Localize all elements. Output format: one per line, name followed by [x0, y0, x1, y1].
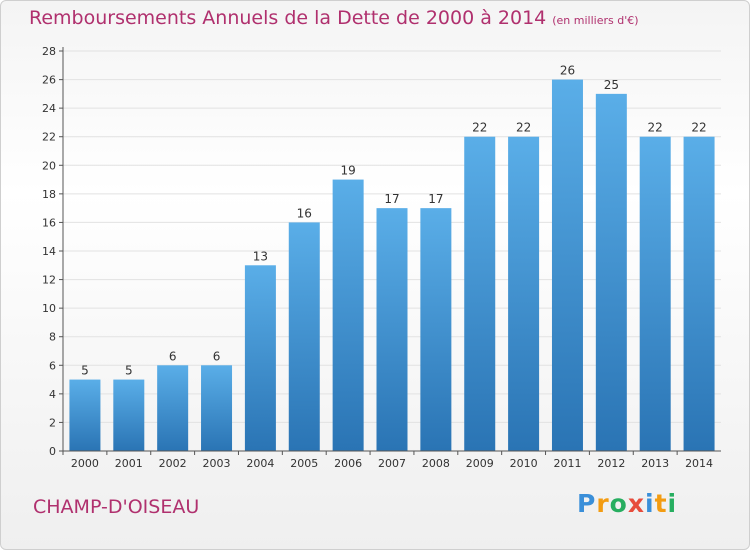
value-label: 26: [560, 64, 575, 78]
value-label: 17: [384, 192, 399, 206]
bar: [376, 208, 408, 451]
y-tick-label: 8: [49, 331, 56, 344]
x-tick-label: 2012: [597, 457, 625, 470]
bar: [157, 365, 189, 451]
y-tick-label: 24: [42, 102, 56, 115]
y-tick-label: 6: [49, 359, 56, 372]
y-tick-label: 16: [42, 216, 56, 229]
bar: [113, 379, 145, 451]
x-tick-label: 2014: [685, 457, 713, 470]
x-tick-label: 2004: [246, 457, 274, 470]
x-tick-label: 2003: [203, 457, 231, 470]
y-tick-label: 28: [42, 45, 56, 58]
bar: [332, 179, 364, 452]
value-label: 22: [691, 121, 706, 135]
y-tick-label: 14: [42, 245, 56, 258]
x-tick-label: 2008: [422, 457, 450, 470]
value-label: 19: [340, 164, 355, 178]
x-tick-label: 2007: [378, 457, 406, 470]
x-tick-label: 2001: [115, 457, 143, 470]
value-label: 6: [169, 349, 177, 363]
x-tick-label: 2013: [641, 457, 669, 470]
y-tick-label: 22: [42, 131, 56, 144]
value-label: 13: [253, 249, 268, 263]
y-tick-label: 12: [42, 274, 56, 287]
logo-letter: r: [596, 489, 610, 518]
chart-title-text: Remboursements Annuels de la Dette de 20…: [29, 7, 547, 29]
y-tick-label: 26: [42, 74, 56, 87]
value-label: 25: [604, 78, 619, 92]
x-tick-label: 2009: [466, 457, 494, 470]
x-tick-label: 2005: [290, 457, 318, 470]
y-tick-label: 20: [42, 159, 56, 172]
logo-letter: x: [627, 489, 645, 518]
bar: [683, 136, 715, 451]
x-tick-label: 2006: [334, 457, 362, 470]
place-name: CHAMP-D'OISEAU: [33, 496, 200, 518]
bar: [639, 136, 671, 451]
bar: [201, 365, 233, 451]
bar: [69, 379, 101, 451]
x-tick-label: 2011: [553, 457, 581, 470]
value-label: 5: [81, 364, 89, 378]
y-tick-label: 2: [49, 416, 56, 429]
value-label: 22: [472, 121, 487, 135]
bar: [464, 136, 496, 451]
proxiti-logo: Proxiti: [577, 489, 677, 518]
value-label: 22: [648, 121, 663, 135]
value-label: 6: [213, 349, 221, 363]
bar: [244, 265, 276, 451]
x-tick-label: 2010: [510, 457, 538, 470]
logo-letter: t: [654, 489, 668, 518]
logo-letter: i: [667, 489, 678, 518]
bar: [288, 222, 320, 451]
y-tick-label: 0: [49, 445, 56, 458]
bar: [420, 208, 452, 451]
bar: [508, 136, 540, 451]
logo-letter: i: [645, 489, 655, 518]
x-tick-label: 2000: [71, 457, 99, 470]
x-tick-label: 2002: [159, 457, 187, 470]
value-label: 5: [125, 364, 133, 378]
y-tick-label: 18: [42, 188, 56, 201]
logo-letter: o: [609, 489, 628, 518]
value-label: 22: [516, 121, 531, 135]
value-label: 17: [428, 192, 443, 206]
y-tick-label: 10: [42, 302, 56, 315]
chart-subtitle: (en milliers d'€): [552, 14, 639, 27]
y-tick-label: 4: [49, 388, 56, 401]
value-label: 16: [297, 206, 312, 220]
logo-letter: P: [577, 489, 597, 518]
bar: [551, 79, 583, 452]
bars: 5 5 6 6 13 16 19 17 17 22 22 26 25 22 22: [69, 64, 715, 452]
chart-title: Remboursements Annuels de la Dette de 20…: [29, 7, 639, 29]
bar: [595, 93, 627, 451]
